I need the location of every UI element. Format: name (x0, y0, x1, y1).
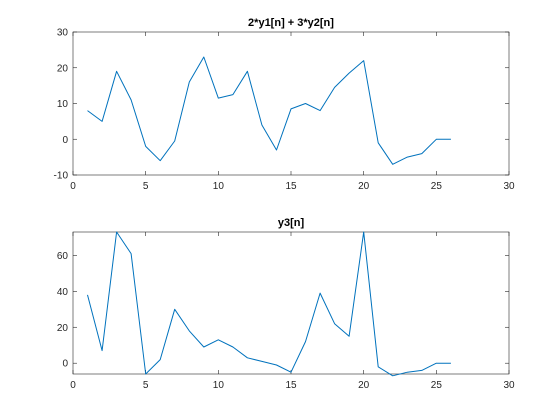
top-y-tick-label: -10 (54, 171, 69, 182)
bottom-axes-box (72, 231, 510, 375)
bottom-y-tick-label: 40 (57, 287, 69, 298)
top-x-tick-label: 5 (143, 181, 149, 192)
bottom-y-tick-label: 20 (57, 323, 69, 334)
bottom-y-tick-label: 60 (57, 251, 69, 262)
bottom-axes-ticks: 0 5 10 15 20 25 30 0 20 40 60 (57, 232, 515, 391)
bottom-x-tick-label: 0 (70, 380, 76, 391)
top-x-tick-label: 30 (503, 181, 515, 192)
top-x-tick-label: 20 (358, 181, 370, 192)
top-x-tick-label: 25 (431, 181, 443, 192)
top-x-tick-label: 15 (285, 181, 297, 192)
bottom-axes: y3[n] 0 5 10 15 20 25 30 0 20 40 60 (57, 217, 515, 391)
bottom-x-tick-label: 15 (285, 380, 297, 391)
top-y-tick-label: 0 (62, 135, 68, 146)
bottom-series-line (87, 231, 451, 377)
bottom-x-tick-label: 10 (213, 380, 225, 391)
top-series-line (87, 56, 451, 165)
bottom-x-tick-label: 25 (431, 380, 443, 391)
bottom-y-tick-label: 0 (62, 359, 68, 370)
bottom-axes-series (87, 231, 451, 377)
top-x-tick-label: 10 (213, 181, 225, 192)
top-axes-series (87, 56, 451, 165)
top-x-tick-label: 0 (70, 181, 76, 192)
bottom-axes-title: y3[n] (278, 217, 305, 229)
top-y-tick-label: 20 (57, 63, 69, 74)
top-axes-box (72, 31, 510, 176)
top-y-tick-label: 10 (57, 99, 69, 110)
top-axes-title: 2*y1[n] + 3*y2[n] (248, 17, 334, 29)
top-y-tick-label: 30 (57, 28, 69, 39)
bottom-x-tick-label: 5 (143, 380, 149, 391)
bottom-x-tick-label: 30 (503, 380, 515, 391)
bottom-x-tick-label: 20 (358, 380, 370, 391)
